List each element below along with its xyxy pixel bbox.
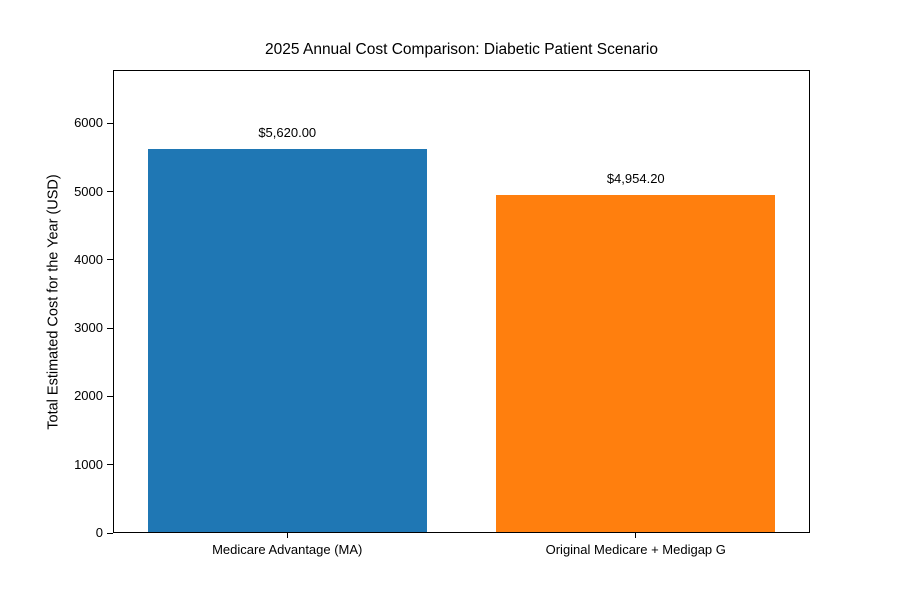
x-category-label: Medicare Advantage (MA) (212, 542, 363, 557)
y-tick-label: 5000 (74, 183, 103, 199)
y-tick-mark (107, 464, 113, 466)
y-tick-mark (107, 327, 113, 329)
x-tick-mark (286, 533, 288, 538)
bar-value-label: $5,620.00 (258, 125, 317, 141)
y-tick-label: 3000 (74, 320, 103, 336)
y-tick-mark (107, 191, 113, 193)
chart-title: 2025 Annual Cost Comparison: Diabetic Pa… (265, 41, 658, 58)
y-tick-mark (107, 532, 113, 534)
y-tick-mark (107, 259, 113, 261)
y-tick-mark (107, 395, 113, 397)
y-tick-mark (107, 122, 113, 124)
bar-0 (147, 149, 427, 532)
y-tick-label: 0 (95, 525, 103, 540)
y-tick-label: 6000 (74, 115, 103, 131)
y-tick-label: 2000 (74, 388, 103, 404)
y-tick-label: 1000 (74, 456, 103, 472)
y-tick-label: 4000 (74, 251, 103, 267)
bar-value-label: $4,954.20 (606, 170, 665, 186)
x-tick-mark (635, 533, 637, 538)
bar-1 (496, 194, 776, 532)
x-category-label: Original Medicare + Medigap G (545, 542, 726, 557)
